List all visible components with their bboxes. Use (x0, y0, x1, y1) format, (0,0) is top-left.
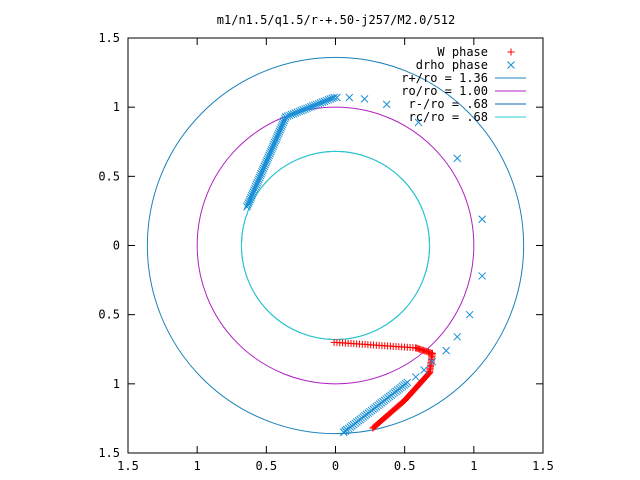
series-0 (330, 338, 436, 432)
x-tick-label: 1 (470, 459, 477, 473)
data-point (320, 97, 329, 106)
y-tick-label: 1.5 (98, 31, 120, 45)
data-point (428, 357, 437, 366)
data-point (305, 103, 313, 112)
legend-label: r-/ro = .68 (409, 97, 488, 111)
data-point (465, 310, 474, 319)
data-point (453, 332, 462, 341)
axis-tick-labels: 1.5 1 0.5 0 0.5 1 1.51.510.500.511.5 (98, 31, 554, 473)
data-point (289, 109, 298, 118)
data-point (420, 366, 428, 374)
data-point (328, 94, 337, 103)
legend-marker (507, 48, 515, 56)
chart-title: m1/n1.5/q1.5/r-+.50-j257/M2.0/512 (217, 13, 455, 27)
data-point (308, 102, 317, 110)
y-tick-label: 1 (113, 377, 120, 391)
data-point (342, 425, 351, 434)
data-point (314, 99, 323, 108)
data-point (478, 272, 486, 280)
y-tick-label: 1.5 (98, 446, 120, 460)
phase-points (243, 93, 486, 437)
data-point (322, 96, 331, 105)
data-point (283, 112, 292, 120)
data-point (307, 102, 315, 111)
x-tick-label: 0.5 (255, 459, 277, 473)
data-point (382, 100, 391, 109)
x-tick-label: 1.5 (117, 459, 139, 473)
data-point (281, 112, 290, 121)
data-point (297, 106, 306, 115)
y-tick-label: 0.5 (98, 169, 120, 183)
data-point (293, 108, 302, 117)
radius-circles (146, 56, 525, 435)
legend-label: W phase (437, 45, 488, 59)
data-point (442, 346, 451, 355)
data-point (291, 109, 300, 117)
x-tick-label: 1.5 (532, 459, 554, 473)
x-tick-label: 0 (332, 459, 339, 473)
legend-marker-sample (507, 48, 515, 56)
data-point (414, 118, 423, 127)
x-tick-label: 0.5 (394, 459, 416, 473)
data-point (295, 107, 304, 116)
data-point (316, 99, 325, 107)
data-point (478, 215, 486, 224)
y-tick-label: 0.5 (98, 308, 120, 322)
data-point (369, 424, 377, 432)
data-point (287, 110, 296, 119)
data-point (333, 93, 341, 102)
y-tick-label: 1 (113, 100, 120, 114)
data-point (324, 95, 333, 104)
legend-marker-sample (507, 61, 515, 69)
axis-ticks (127, 37, 544, 454)
data-point (345, 93, 354, 102)
legend-label: ro/ro = 1.00 (401, 84, 488, 98)
radius-circle-4 (240, 150, 431, 341)
data-point (370, 423, 378, 431)
data-point (411, 373, 420, 381)
data-point (318, 98, 327, 106)
data-point (312, 100, 321, 109)
radius-circle-2 (146, 56, 525, 435)
radius-circle-3 (196, 106, 475, 385)
legend-marker (507, 61, 515, 69)
data-point (301, 105, 309, 113)
data-point (326, 95, 335, 103)
legend-label: drho phase (416, 58, 488, 72)
legend-label: rc/ro = .68 (409, 110, 488, 124)
data-point (330, 93, 338, 102)
data-point (299, 106, 307, 114)
data-point (360, 95, 369, 103)
series-1 (243, 93, 486, 437)
data-point (285, 111, 294, 120)
data-point (453, 154, 462, 163)
x-tick-label: 1 (194, 459, 201, 473)
y-tick-label: 0 (113, 239, 120, 253)
radius-circle-5 (240, 150, 431, 341)
legend-label: r+/ro = 1.36 (401, 71, 488, 85)
data-point (310, 101, 319, 110)
data-point (303, 104, 311, 113)
